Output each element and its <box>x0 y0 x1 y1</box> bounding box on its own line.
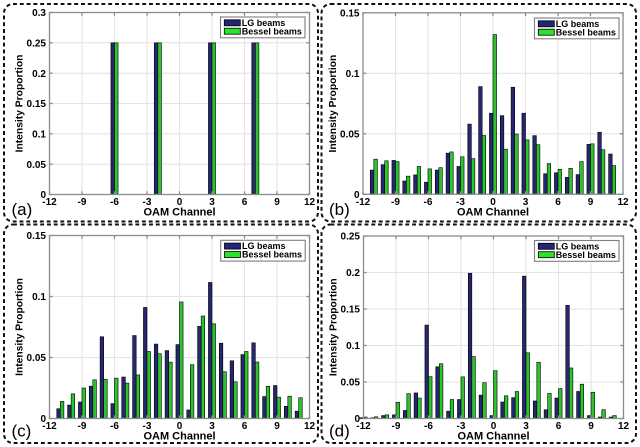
svg-text:-12: -12 <box>42 421 57 432</box>
svg-text:0.15: 0.15 <box>341 305 361 316</box>
svg-text:0.15: 0.15 <box>340 9 360 20</box>
svg-text:OAM Channel: OAM Channel <box>457 431 529 443</box>
svg-text:-9: -9 <box>78 197 87 208</box>
svg-text:-6: -6 <box>110 421 119 432</box>
svg-text:0.3: 0.3 <box>32 8 46 19</box>
svg-text:-9: -9 <box>392 421 401 432</box>
svg-text:0.05: 0.05 <box>340 130 360 141</box>
svg-text:-12: -12 <box>42 197 57 208</box>
svg-text:Bessel beams: Bessel beams <box>556 250 616 260</box>
svg-text:3: 3 <box>523 421 529 432</box>
svg-text:Bessel beams: Bessel beams <box>556 27 616 37</box>
svg-text:(a): (a) <box>12 200 33 219</box>
svg-text:Intensity Proportion: Intensity Proportion <box>329 278 340 376</box>
svg-text:Intensity Proportion: Intensity Proportion <box>15 55 26 153</box>
svg-text:0.05: 0.05 <box>27 353 47 364</box>
svg-text:3: 3 <box>209 197 215 208</box>
svg-text:Bessel beams: Bessel beams <box>242 26 302 36</box>
svg-text:OAM Channel: OAM Channel <box>143 207 215 219</box>
svg-text:Bessel beams: Bessel beams <box>242 250 302 260</box>
svg-text:(c): (c) <box>12 422 32 441</box>
svg-text:0.05: 0.05 <box>341 378 361 389</box>
svg-text:9: 9 <box>274 197 280 208</box>
svg-text:0.25: 0.25 <box>27 39 47 50</box>
svg-text:0.2: 0.2 <box>32 69 46 80</box>
svg-text:-12: -12 <box>356 197 371 208</box>
svg-text:LG beams: LG beams <box>242 18 286 28</box>
svg-text:9: 9 <box>588 197 594 208</box>
svg-text:OAM Channel: OAM Channel <box>457 206 529 218</box>
svg-text:0: 0 <box>354 414 360 425</box>
svg-text:-9: -9 <box>391 197 400 208</box>
svg-text:0: 0 <box>40 190 46 201</box>
svg-text:3: 3 <box>209 421 215 432</box>
svg-text:-3: -3 <box>457 421 466 432</box>
svg-text:12: 12 <box>617 197 629 208</box>
svg-text:0: 0 <box>40 414 46 425</box>
svg-text:6: 6 <box>555 197 561 208</box>
svg-text:(b): (b) <box>329 200 350 219</box>
svg-text:9: 9 <box>274 421 280 432</box>
svg-text:0: 0 <box>354 190 360 201</box>
svg-text:0.2: 0.2 <box>346 268 360 279</box>
svg-text:LG beams: LG beams <box>242 241 286 251</box>
svg-text:-3: -3 <box>143 197 152 208</box>
svg-text:3: 3 <box>523 197 529 208</box>
svg-text:LG beams: LG beams <box>556 19 600 29</box>
svg-text:6: 6 <box>556 421 562 432</box>
svg-text:0.1: 0.1 <box>346 341 360 352</box>
svg-text:Intensity Proportion: Intensity Proportion <box>328 55 339 153</box>
svg-text:12: 12 <box>304 421 316 432</box>
svg-text:0.1: 0.1 <box>32 130 46 141</box>
svg-text:9: 9 <box>588 421 594 432</box>
svg-text:6: 6 <box>242 197 248 208</box>
svg-text:0: 0 <box>177 197 183 208</box>
svg-text:Intensity Proportion: Intensity Proportion <box>15 278 26 376</box>
svg-text:6: 6 <box>242 421 248 432</box>
svg-text:0.1: 0.1 <box>346 69 360 80</box>
svg-text:12: 12 <box>618 421 630 432</box>
svg-text:-6: -6 <box>424 421 433 432</box>
svg-text:0.05: 0.05 <box>27 160 47 171</box>
svg-text:-3: -3 <box>456 197 465 208</box>
svg-text:-3: -3 <box>143 421 152 432</box>
svg-text:-6: -6 <box>110 197 119 208</box>
svg-text:LG beams: LG beams <box>556 241 600 251</box>
svg-text:0.15: 0.15 <box>27 231 47 242</box>
svg-text:OAM Channel: OAM Channel <box>143 431 215 443</box>
svg-text:0.15: 0.15 <box>27 99 47 110</box>
svg-text:12: 12 <box>304 197 316 208</box>
svg-text:0: 0 <box>490 197 496 208</box>
svg-text:-9: -9 <box>78 421 87 432</box>
svg-text:0.1: 0.1 <box>32 292 46 303</box>
svg-text:(d): (d) <box>329 422 350 441</box>
svg-text:-12: -12 <box>356 421 371 432</box>
svg-text:0.25: 0.25 <box>341 232 361 243</box>
svg-text:0: 0 <box>177 421 183 432</box>
svg-text:0: 0 <box>491 421 497 432</box>
svg-text:-6: -6 <box>424 197 433 208</box>
